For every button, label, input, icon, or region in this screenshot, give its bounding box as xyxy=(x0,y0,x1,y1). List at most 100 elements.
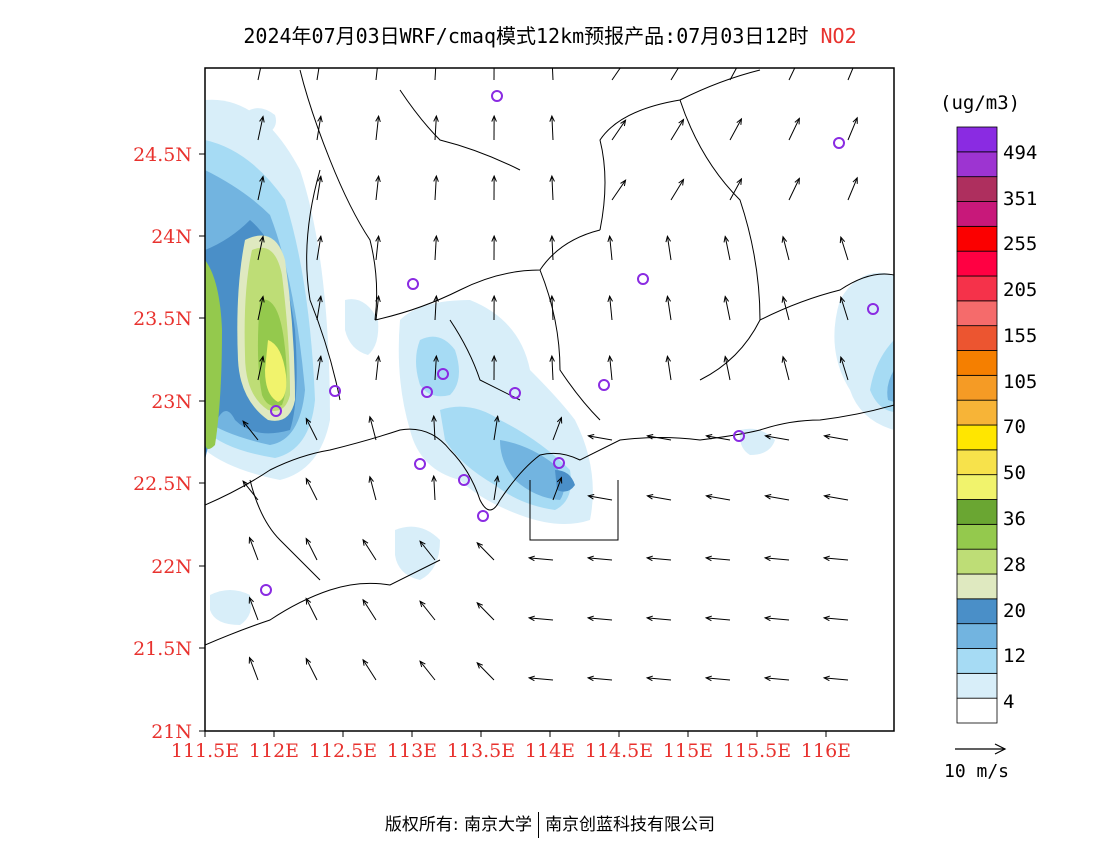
wind-arrow xyxy=(305,598,318,621)
colorbar-swatch xyxy=(956,573,998,600)
wind-arrow-head xyxy=(549,354,555,362)
wind-arrow-head xyxy=(556,416,563,424)
title-text: 2024年07月03日WRF/cmaq模式12km预报产品:07月03日12时 xyxy=(243,24,809,48)
wind-arrow-head xyxy=(665,234,671,243)
wind-arrow-head xyxy=(248,596,254,604)
wind-arrow xyxy=(249,537,259,561)
wind-arrow xyxy=(611,119,626,141)
wind-arrow-head xyxy=(476,661,483,669)
wind-arrow xyxy=(369,416,377,441)
wind-arrow xyxy=(529,617,554,621)
wind-arrow xyxy=(476,542,495,561)
wind-arrow-head xyxy=(607,294,613,302)
wind-arrow-head xyxy=(419,540,426,548)
wind-arrow-head xyxy=(620,119,627,127)
wind-arrow-head xyxy=(723,295,730,303)
wind-arrow xyxy=(493,416,499,441)
colorbar-swatch xyxy=(956,399,998,426)
wind-arrow-head xyxy=(587,494,595,500)
wind-arrow-head xyxy=(852,116,858,124)
wind-arrow-head xyxy=(704,675,712,682)
wind-arrow-head xyxy=(259,115,265,123)
wind-arrow xyxy=(375,236,380,261)
wind-arrow-head xyxy=(305,597,312,605)
lat-label: 21.5N xyxy=(133,638,192,660)
wind-arrow xyxy=(375,296,380,321)
wind-arrow xyxy=(588,677,613,681)
wind-arrow-head xyxy=(527,615,535,622)
latitude-labels: 24.5N 24N 23.5N 23N 22.5N 22N 21.5N 21N xyxy=(133,144,192,743)
wind-arrow-head xyxy=(317,355,323,363)
colorbar-label: 105 xyxy=(1003,371,1037,393)
wind-arrow-head xyxy=(839,235,846,244)
colorbar-label: 494 xyxy=(1003,142,1037,164)
wind-arrow-head xyxy=(375,234,381,243)
colorbar-swatch xyxy=(956,424,998,451)
wind-arrow-head xyxy=(491,294,497,302)
wind-arrow-head xyxy=(764,434,772,440)
colorbar-unit: (ug/m3) xyxy=(940,92,1021,114)
wind-arrow-head xyxy=(259,175,265,183)
wind-arrow xyxy=(847,117,858,141)
wind-arrow-head xyxy=(248,536,254,544)
wind-arrow xyxy=(824,435,849,441)
station-marker xyxy=(458,474,470,486)
pollutant-name: NO2 xyxy=(820,24,857,48)
wind-arrow xyxy=(840,296,849,321)
lat-label: 22N xyxy=(151,556,192,578)
wind-arrow-head xyxy=(781,355,788,363)
wind-arrow xyxy=(551,356,554,381)
wind-arrow xyxy=(647,495,672,501)
wind-arrow-head xyxy=(723,355,730,363)
lon-label: 114E xyxy=(525,740,575,762)
wind-arrow-head xyxy=(549,174,555,182)
wind-arrow xyxy=(706,677,731,681)
wind-arrow xyxy=(724,356,731,381)
colorbar-swatch xyxy=(956,474,998,500)
lon-label: 113.5E xyxy=(447,740,515,762)
station-marker xyxy=(833,137,845,149)
wind-arrow-head xyxy=(433,114,439,122)
wind-arrow-head xyxy=(362,658,369,666)
footer: 版权所有: 南京大学 南京创蓝科技有限公司 xyxy=(0,810,1100,838)
wind-arrow-head xyxy=(839,295,846,304)
wind-arrow xyxy=(647,677,672,681)
wind-arrow-head xyxy=(260,57,265,63)
wind-arrow xyxy=(433,476,436,501)
wind-arrow xyxy=(551,296,554,321)
wind-arrow xyxy=(249,657,259,681)
lon-label: 114.5E xyxy=(585,740,653,762)
wind-arrow-head xyxy=(839,355,846,364)
wind-arrows xyxy=(242,57,858,682)
wind-arrow xyxy=(434,236,437,261)
station-marker xyxy=(509,387,521,399)
lon-label: 116E xyxy=(801,740,851,762)
wind-arrow xyxy=(249,597,259,621)
wind-arrow-head xyxy=(317,235,323,243)
wind-arrow xyxy=(706,617,731,621)
wind-arrow xyxy=(706,557,731,561)
wind-arrow xyxy=(434,296,437,321)
wind-arrow-head xyxy=(259,295,265,303)
wind-arrow xyxy=(609,236,613,261)
colorbar-swatch xyxy=(956,697,998,724)
wind-arrow xyxy=(765,495,790,501)
wind-arrow-head xyxy=(305,417,312,425)
wind-arrow xyxy=(257,296,264,321)
wind-arrow-head xyxy=(621,60,626,66)
wind-arrow-head xyxy=(362,538,369,546)
colorbar-swatch xyxy=(956,548,998,575)
wind-arrow-head xyxy=(259,235,265,243)
boundary-lines xyxy=(205,69,894,646)
wind-arrow-head xyxy=(317,115,323,123)
wind-arrow xyxy=(362,599,377,621)
station-marker xyxy=(491,90,503,102)
wind-arrow xyxy=(433,416,436,441)
colorbar-swatch xyxy=(956,350,998,376)
wind-arrow-head xyxy=(491,174,497,182)
station-marker xyxy=(260,584,272,596)
wind-arrow-head xyxy=(781,235,788,243)
wind-arrow-head xyxy=(763,555,771,562)
wind-arrow xyxy=(666,356,672,381)
